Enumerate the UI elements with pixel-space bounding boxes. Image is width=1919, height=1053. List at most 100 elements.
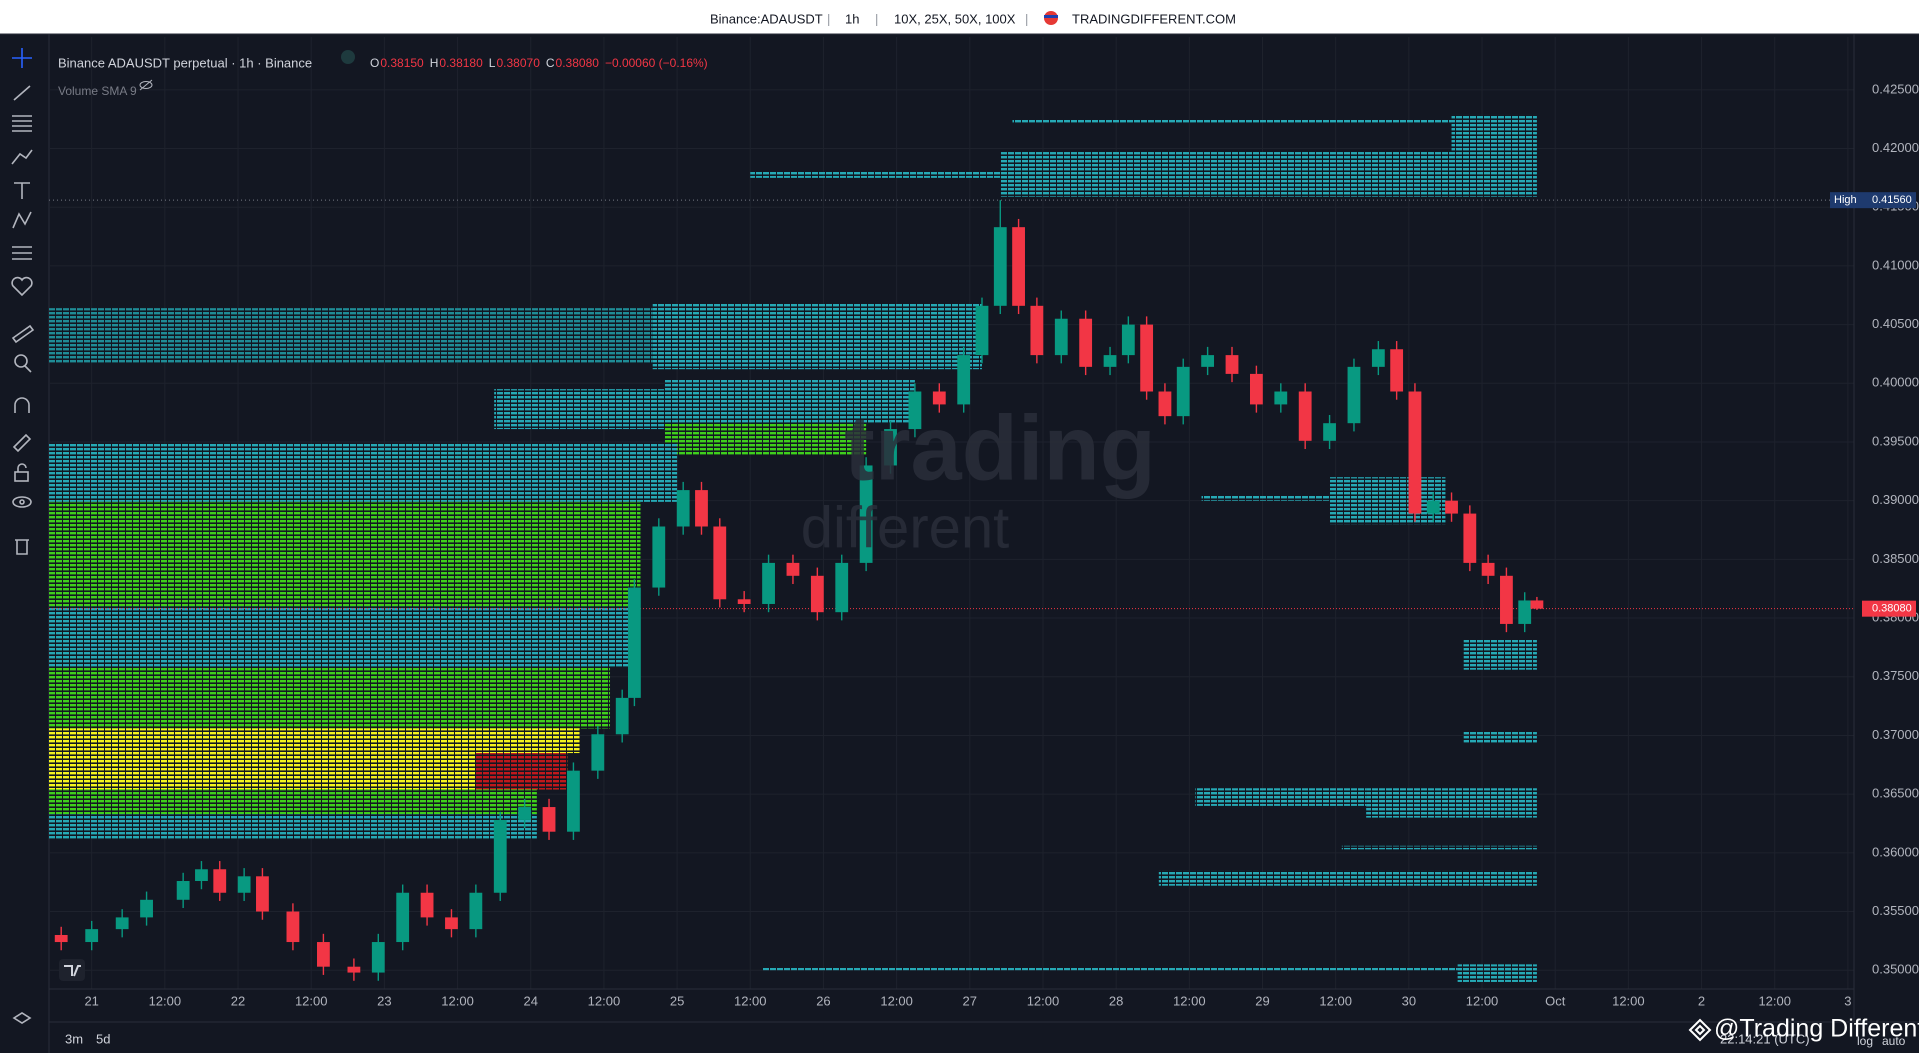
candle-body (1103, 355, 1117, 367)
y-tick-label: 0.39500 (1872, 433, 1919, 448)
heatmap-level (762, 966, 1458, 971)
candle-body (628, 587, 641, 698)
x-tick-label: 12:00 (295, 993, 328, 1008)
candle-body (1225, 355, 1239, 374)
candle-body (115, 917, 129, 930)
heatmap-level (1195, 788, 1367, 806)
heatmap-level (1329, 477, 1446, 525)
favorites[interactable] (11, 276, 33, 297)
heatmap-level (750, 171, 1001, 178)
heatmap-level (664, 379, 915, 424)
high-name: High (1834, 194, 1857, 206)
projection-tool[interactable] (12, 211, 32, 229)
heatmap-level (494, 389, 665, 430)
x-tick-label: 25 (670, 993, 684, 1008)
candle-body (1121, 324, 1135, 356)
heatmap-level (1158, 870, 1537, 886)
symbol[interactable]: Binance:ADAUSDT (710, 11, 823, 26)
clock: 22:14:21 (UTC) (1720, 1031, 1810, 1046)
candle-body (859, 465, 873, 563)
candle-body (1012, 227, 1025, 306)
text-tool[interactable] (14, 182, 30, 199)
interval[interactable]: 1h (845, 11, 859, 26)
heatmap-level (475, 753, 568, 790)
candle-body (195, 869, 208, 882)
candle-body (371, 942, 385, 973)
heatmap-level (1451, 114, 1537, 151)
candle-body (518, 807, 532, 820)
y-tick-label: 0.40500 (1872, 316, 1919, 331)
candle-body (1201, 355, 1215, 367)
log-toggle[interactable]: log (1857, 1034, 1873, 1048)
layers[interactable] (12, 1012, 32, 1024)
candle-body (713, 526, 727, 600)
heatmap-level (652, 303, 982, 370)
candles (54, 200, 1544, 981)
pattern-tool[interactable] (11, 149, 33, 165)
candle-body (786, 562, 800, 576)
candle-body (1518, 600, 1532, 624)
fib-tool[interactable] (12, 115, 32, 132)
y-tick-label: 0.41000 (1872, 257, 1919, 272)
range-button[interactable]: 5d (96, 1031, 110, 1046)
ohlc-key: H (430, 56, 439, 70)
y-tick-label: 0.36000 (1872, 844, 1919, 859)
credit-logo (1688, 1018, 1712, 1042)
x-tick-label: 12:00 (1173, 993, 1206, 1008)
y-tick-label: 0.35000 (1872, 962, 1919, 977)
candle-body (469, 892, 483, 930)
x-tick-label: 12:00 (588, 993, 621, 1008)
site-logo (1044, 11, 1058, 25)
y-tick-label: 0.37000 (1872, 727, 1919, 742)
ohlc-key: L (489, 56, 496, 70)
range-button[interactable]: 3m (65, 1031, 83, 1046)
site[interactable]: TRADINGDIFFERENT.COM (1072, 11, 1236, 26)
x-tick-label: 12:00 (149, 993, 182, 1008)
x-tick-label: 29 (1255, 993, 1269, 1008)
candle-body (1030, 305, 1044, 356)
ruler[interactable] (11, 324, 35, 344)
magnet[interactable] (14, 397, 30, 413)
x-tick-label: Oct (1545, 993, 1566, 1008)
candle-body (54, 935, 68, 943)
candle-body (140, 899, 153, 918)
heatmap-level (49, 501, 641, 607)
lock[interactable] (17, 463, 27, 472)
heatmap-level (49, 606, 629, 668)
plot-area (49, 37, 1854, 989)
y-tick-label: 0.39000 (1872, 492, 1919, 507)
candle-body (1371, 349, 1385, 367)
candle-body (695, 490, 708, 527)
x-tick-label: 12:00 (734, 993, 767, 1008)
candle-body (676, 490, 690, 527)
x-tick-label: 12:00 (1758, 993, 1791, 1008)
liquidation-heatmap (49, 114, 1537, 982)
y-tick-label: 0.42500 (1872, 81, 1919, 96)
heatmap-level (1341, 845, 1537, 850)
trendline-tool[interactable] (13, 85, 31, 101)
candle-body (237, 876, 251, 893)
candle-body (1530, 600, 1544, 609)
x-tick-label: 12:00 (441, 993, 474, 1008)
candle-body (975, 305, 989, 356)
candle-body (1500, 575, 1513, 624)
trash[interactable] (15, 539, 29, 555)
draw-mode[interactable] (12, 433, 32, 453)
candle-body (835, 562, 849, 613)
measure-tool[interactable] (12, 246, 32, 260)
heatmap-level (664, 423, 867, 455)
auto-toggle[interactable]: auto (1882, 1034, 1906, 1048)
candle-body (1323, 423, 1336, 441)
heatmap-level (1457, 964, 1537, 982)
x-tick-label: 28 (1109, 993, 1123, 1008)
candle-body (445, 917, 458, 930)
cursor-tool[interactable] (12, 48, 32, 68)
candle-body (85, 929, 99, 943)
candle-body (737, 599, 751, 604)
visibility-icon[interactable] (139, 79, 153, 91)
candle-body (1347, 366, 1361, 424)
y-tick-label: 0.40000 (1872, 375, 1919, 390)
zoom[interactable] (24, 365, 32, 373)
candle-body (567, 770, 580, 832)
